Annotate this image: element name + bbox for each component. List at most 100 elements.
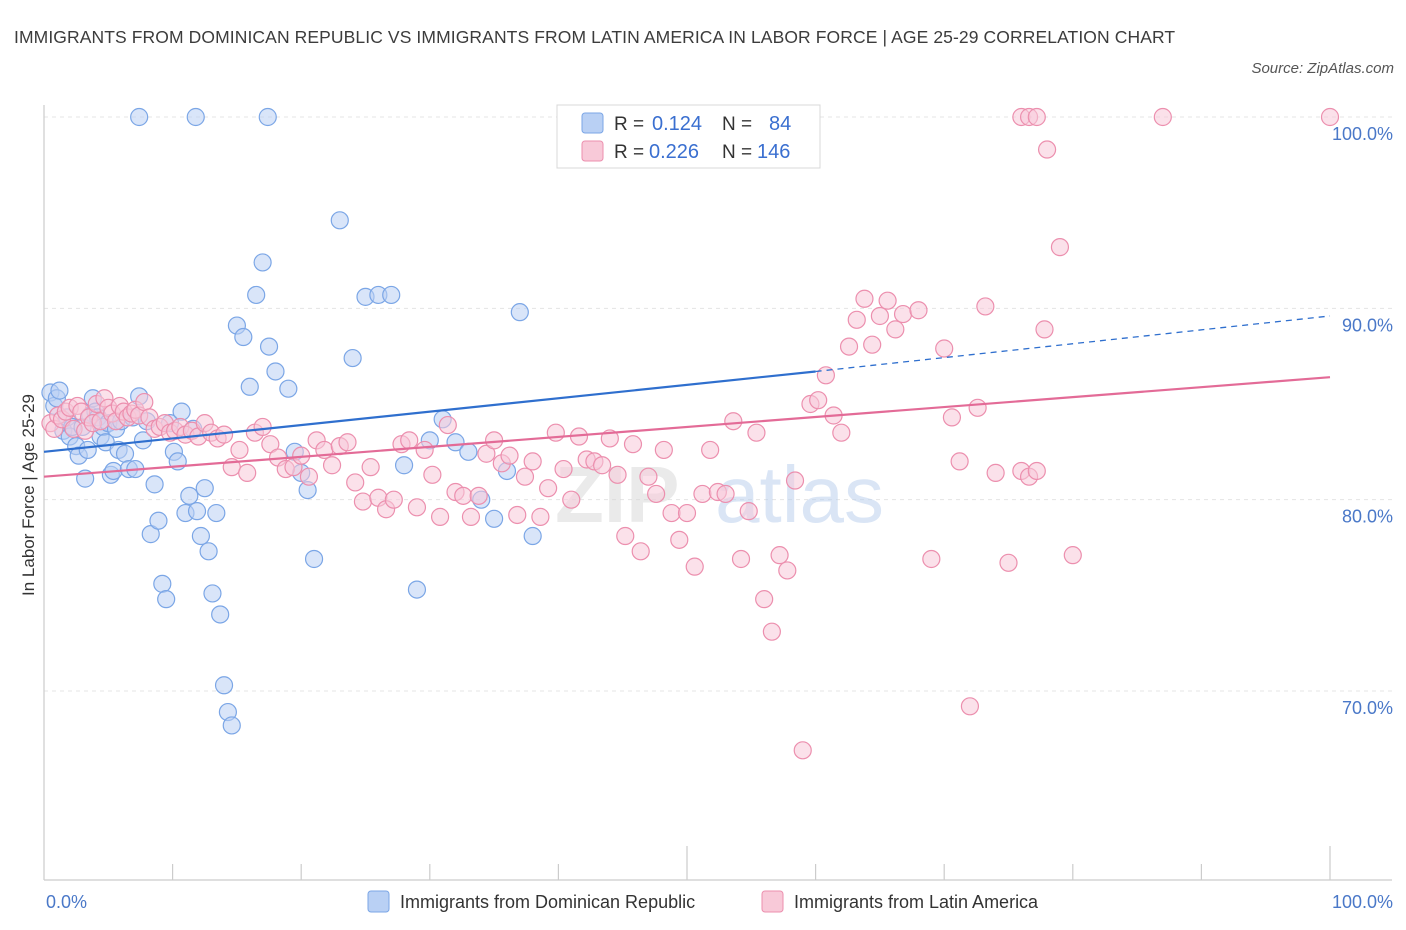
latin-america-point-145 [1027,107,1046,127]
dominican-point-43 [180,486,199,505]
y-tick-label-70: 70.0% [1342,698,1393,718]
latin-america-point-62 [400,431,419,450]
x-ticks [172,846,1331,880]
latin-america-point-78 [523,452,542,471]
x-tick-label-0: 0.0% [46,892,87,912]
latin-america-point-104 [724,412,743,431]
latin-america-point-71 [469,486,488,505]
dominican-point-54 [222,716,241,735]
latin-america-point-97 [670,530,689,549]
dominican-point-46 [191,526,210,546]
latin-america-point-110 [770,546,789,565]
dominican-point-71 [382,285,401,305]
latin-america-point-106 [739,502,758,521]
latin-america-point-44 [261,435,280,454]
y-tick-labels: 70.0% 80.0% 90.0% 100.0% [1332,124,1393,718]
latin-america-point-128 [922,549,941,569]
dominican-point-51 [211,605,230,624]
dominican-point-36 [153,574,172,593]
latin-america-point-89 [608,465,627,484]
trend-lines [43,315,1331,478]
dominican-point-33 [141,525,160,544]
legend-swatch-pink [581,140,604,162]
latin-america-point-123 [870,306,890,326]
dominican-point-76 [446,433,465,452]
latin-america-point-91 [623,435,643,454]
latin-america-point-60 [384,490,403,509]
dominican-point-45 [187,502,207,521]
latin-america-point-101 [701,440,720,460]
latin-america-point-64 [415,440,434,460]
y-axis-label: In Labor Force | Age 25-29 [19,394,38,596]
dominican-point-83 [130,107,149,127]
latin-america-point-105 [731,549,751,569]
dominican-point-3 [50,381,69,400]
dominican-point-73 [407,580,427,599]
latin-america-point-90 [616,526,635,546]
latin-america-point-113 [793,741,812,760]
latin-america-point-56 [353,492,373,511]
latin-america-point-66 [430,507,450,526]
dominican-point-82 [523,526,542,546]
latin-america-point-112 [785,471,805,490]
latin-america-point-141 [1050,238,1070,257]
dominican-point-41 [172,402,191,421]
latin-america-point-77 [515,467,535,486]
latin-america-point-111 [778,561,797,580]
legend-r-label-2: R = [614,142,644,163]
latin-america-point-148 [1320,107,1340,127]
dominican-point-67 [330,211,349,230]
grid-lines [44,116,1392,692]
latin-america-point-92 [631,542,650,561]
latin-america-point-69 [454,486,473,505]
bottom-legend: Immigrants from Dominican Republic Immig… [367,890,1039,913]
latin-america-point-100 [693,484,712,504]
latin-america-point-126 [893,304,913,324]
latin-america-point-40 [230,440,249,460]
legend-n-label-1: N = [722,114,752,135]
latin-america-point-54 [338,433,357,452]
dominican-point-72 [394,456,414,475]
latin-america-point-76 [508,505,527,525]
latin-america-point-125 [886,320,905,339]
bottom-legend-swatch-pink [761,890,784,913]
bottom-legend-swatch-blue [367,890,390,913]
watermark-atlas: atlas [715,450,884,539]
latin-america-point-129 [935,339,954,358]
dominican-point-37 [157,590,176,609]
latin-america-point-24 [135,392,154,412]
latin-america-point-132 [960,697,980,716]
dominican-point-26 [115,444,135,463]
dominican-point-60 [259,337,279,356]
dominican-point-68 [343,348,362,368]
dominican-point-49 [203,584,222,603]
latin-america-point-135 [986,463,1005,482]
trend-line-dominican [43,370,816,453]
x-tick-label-100: 100.0% [1332,892,1393,912]
series-latin-america-points [41,107,1340,760]
latin-america-point-98 [677,503,697,523]
latin-america-point-83 [562,490,581,509]
chart-source: Source: ZipAtlas.com [1251,60,1394,77]
dominican-point-57 [240,377,259,396]
latin-america-point-43 [253,417,272,437]
latin-america-point-96 [662,503,681,523]
latin-america-point-49 [299,467,319,486]
latin-america-point-133 [968,398,987,417]
dominican-point-48 [199,542,218,561]
latin-america-point-124 [878,291,897,310]
latin-america-point-63 [407,498,427,517]
dominican-point-12 [78,440,97,460]
latin-america-point-142 [1063,546,1082,565]
latin-america-point-72 [477,444,496,463]
legend-r-value-1: 0.124 [652,113,702,135]
latin-america-point-79 [531,507,550,526]
latin-america-point-136 [999,553,1018,572]
latin-america-point-139 [1027,461,1046,481]
dominican-point-59 [253,253,272,272]
dominican-point-62 [279,379,298,398]
latin-america-point-95 [654,440,673,460]
legend-r-value-2: 0.226 [649,141,699,163]
dominican-point-77 [459,442,478,461]
dominican-point-84 [186,107,205,127]
